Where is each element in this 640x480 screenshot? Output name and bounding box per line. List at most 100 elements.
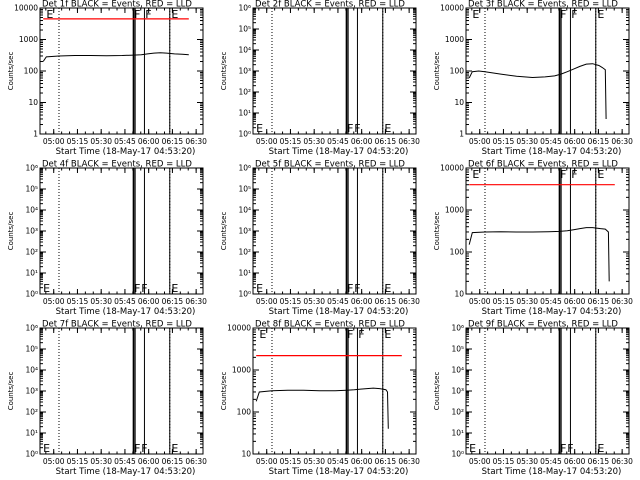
x-tick-label: 05:45: [114, 457, 136, 466]
flag-label: F: [134, 282, 140, 295]
y-axis-label: Counts/sec: [433, 372, 441, 411]
events-series-line: [42, 52, 189, 62]
flag-label: E: [259, 328, 266, 341]
x-tick-label: 05:30: [90, 297, 112, 306]
detector-panel: Det 2f BLACK = Events, RED = LLD E F F E 10⁰ 1…: [220, 0, 420, 157]
x-tick-label: 06:00: [351, 297, 373, 306]
x-tick-label: 05:30: [90, 137, 112, 146]
series-group: [468, 184, 615, 282]
detector-panel: Det 7f BLACK = Events, RED = LLD E F F E 10⁰ 1…: [7, 320, 207, 478]
y-tick-label: 10⁰: [25, 290, 38, 299]
detector-panel: Det 4f BLACK = Events, RED = LLD E F F E 10⁰ 1…: [7, 160, 207, 318]
y-tick-label: 10³: [25, 227, 38, 236]
y-tick-label: 10: [454, 290, 464, 299]
x-tick-label: 05:30: [303, 137, 325, 146]
x-tick-label: 05:15: [280, 297, 302, 306]
x-tick-label: 05:30: [516, 137, 538, 146]
y-tick-label: 10⁴: [238, 206, 251, 215]
flag-label: F: [347, 328, 353, 341]
y-tick-label: 10¹: [25, 429, 38, 438]
y-tick-label: 10¹: [238, 109, 251, 118]
y-axis-label: Counts/sec: [7, 212, 15, 251]
x-tick-label: 05:30: [303, 457, 325, 466]
x-tick-label: 06:30: [611, 297, 633, 306]
plot-frame: [39, 167, 204, 295]
x-tick-label: 05:30: [90, 457, 112, 466]
y-tick-label: 10: [28, 98, 38, 107]
x-tick-label: 06:00: [351, 137, 373, 146]
flag-label: E: [43, 442, 50, 455]
y-tick-label: 10⁶: [25, 324, 38, 333]
y-tick-label: 10⁴: [25, 366, 38, 375]
flag-label: E: [384, 282, 391, 295]
flag-label: F: [134, 442, 140, 455]
x-tick-label: 06:30: [398, 137, 420, 146]
y-tick-label: 10⁵: [238, 185, 251, 194]
flag-label: F: [141, 282, 147, 295]
y-tick-label: 1000: [232, 366, 251, 375]
y-axis-label: Counts/sec: [7, 372, 15, 411]
x-axis-label: Start Time (18-May-17 04:53:20): [56, 467, 196, 477]
y-tick-label: 10⁰: [451, 450, 464, 459]
flag-label: E: [384, 122, 391, 135]
flag-label: F: [358, 328, 364, 341]
x-axis-label: Start Time (18-May-17 04:53:20): [56, 307, 196, 317]
y-tick-label: 100: [450, 248, 465, 257]
x-tick-label: 05:00: [469, 297, 491, 306]
flag-label: F: [145, 8, 151, 21]
flag-label: E: [597, 8, 604, 21]
y-tick-label: 10⁴: [238, 46, 251, 55]
flag-label: F: [560, 168, 566, 181]
plot-frame: [252, 167, 417, 295]
flag-label: F: [571, 8, 577, 21]
flag-label: E: [171, 442, 178, 455]
y-axis-label: Counts/sec: [433, 52, 441, 91]
y-tick-label: 10³: [451, 387, 464, 396]
y-tick-label: 10²: [25, 408, 38, 417]
x-tick-label: 05:45: [114, 297, 136, 306]
series-group: [255, 355, 402, 429]
x-tick-label: 06:00: [138, 137, 160, 146]
flag-label: F: [560, 442, 566, 455]
events-series-line: [468, 63, 607, 120]
plot-frame: [465, 327, 630, 455]
y-tick-label: 10: [454, 98, 464, 107]
panel-title: Det 7f BLACK = Events, RED = LLD: [42, 320, 192, 330]
y-tick-label: 10⁰: [25, 450, 38, 459]
x-tick-label: 05:45: [327, 137, 349, 146]
x-tick-label: 06:30: [398, 297, 420, 306]
y-tick-label: 10⁶: [238, 4, 251, 13]
x-tick-label: 05:15: [493, 297, 515, 306]
y-tick-label: 10⁵: [451, 345, 464, 354]
y-tick-label: 10000: [227, 324, 251, 333]
x-tick-label: 06:00: [564, 457, 586, 466]
y-tick-label: 10000: [14, 4, 38, 13]
y-axis-label: Counts/sec: [220, 372, 228, 411]
flag-label: F: [347, 122, 353, 135]
panel-title: Det 1f BLACK = Events, RED = LLD: [42, 0, 192, 10]
x-tick-label: 06:15: [162, 137, 184, 146]
x-tick-label: 05:00: [256, 457, 278, 466]
panel-title: Det 6f BLACK = Events, RED = LLD: [468, 160, 618, 170]
y-tick-label: 10¹: [238, 269, 251, 278]
x-axis-label: Start Time (18-May-17 04:53:20): [482, 307, 622, 317]
y-tick-label: 10⁴: [451, 366, 464, 375]
flag-label: E: [171, 8, 178, 21]
flag-label: E: [171, 282, 178, 295]
y-tick-label: 10²: [238, 88, 251, 97]
y-tick-label: 1: [33, 130, 38, 139]
y-tick-label: 100: [237, 408, 252, 417]
y-axis-label: Counts/sec: [220, 52, 228, 91]
y-axis-label: Counts/sec: [7, 52, 15, 91]
y-tick-label: 1000: [445, 206, 464, 215]
x-tick-label: 06:15: [375, 137, 397, 146]
x-tick-label: 06:30: [185, 137, 207, 146]
x-tick-label: 05:15: [493, 137, 515, 146]
y-tick-label: 10⁶: [451, 324, 464, 333]
y-tick-label: 1000: [445, 35, 464, 44]
y-tick-label: 10⁰: [238, 290, 251, 299]
x-tick-label: 05:00: [43, 457, 65, 466]
